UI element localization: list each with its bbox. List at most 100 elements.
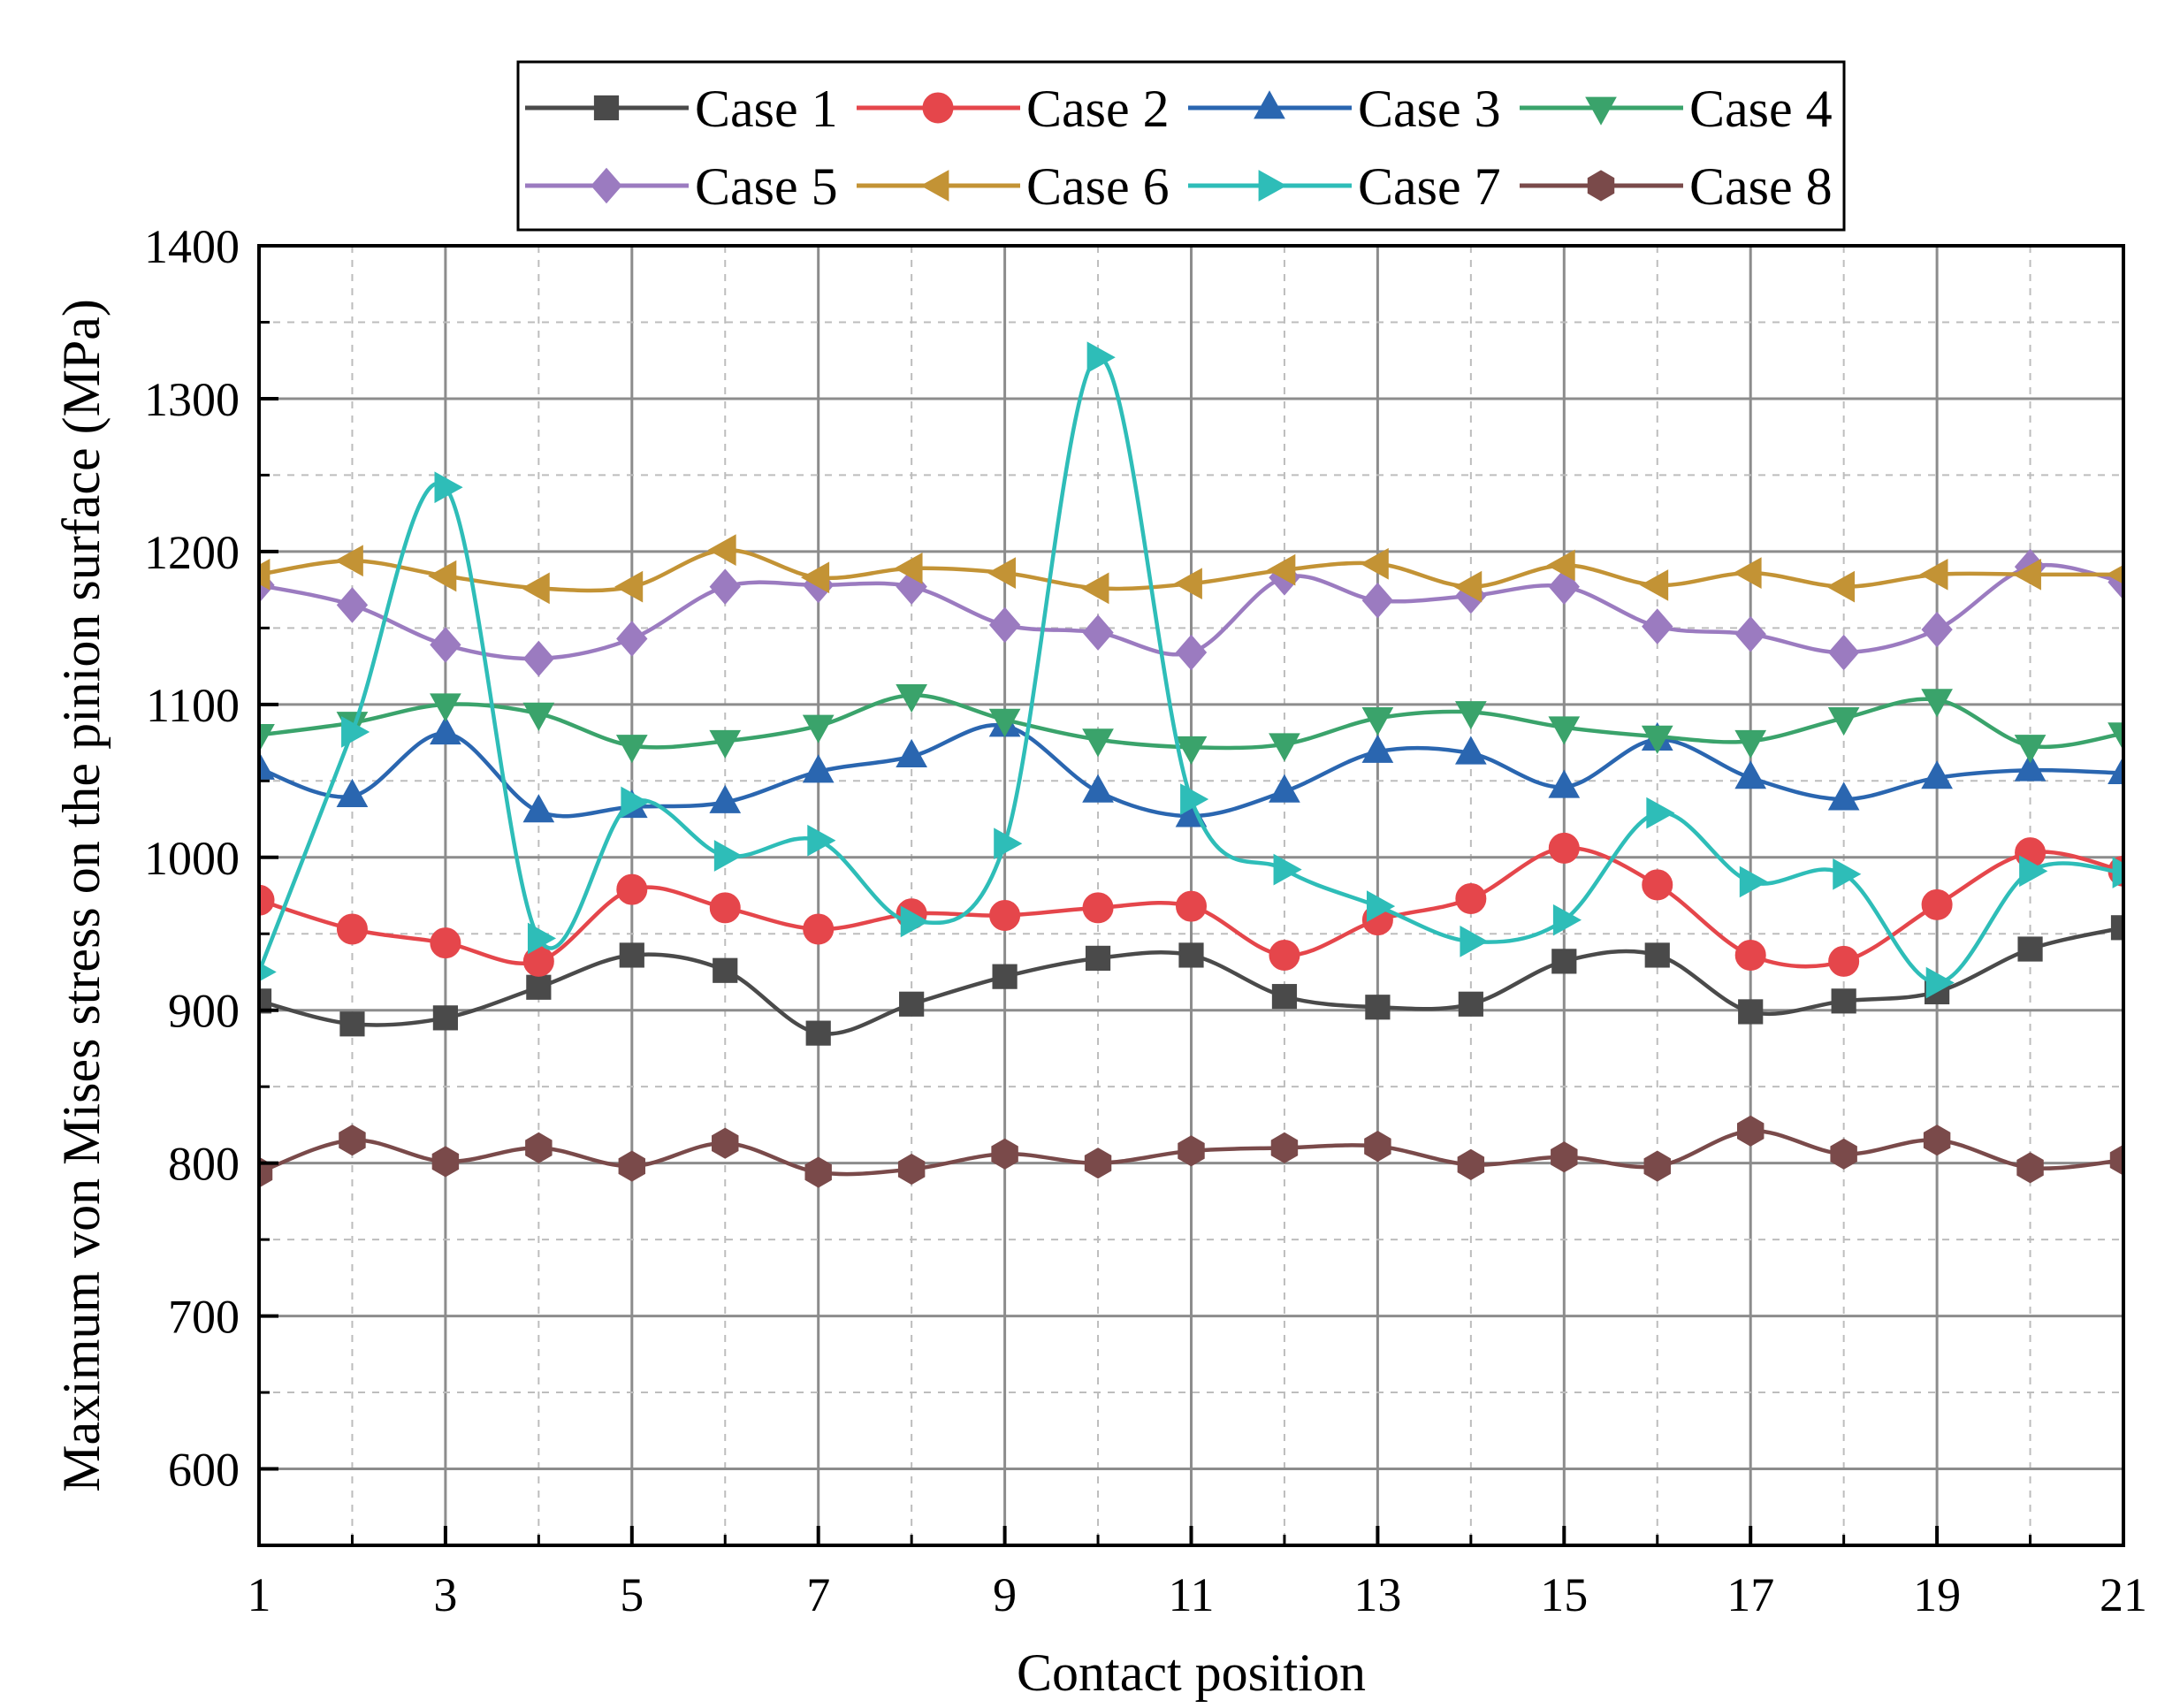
- data-point: [1831, 988, 1856, 1014]
- data-point: [713, 957, 738, 983]
- y-tick-label: 700: [168, 1291, 240, 1344]
- data-point: [259, 751, 275, 780]
- y-tick-label: 1400: [144, 220, 240, 273]
- y-tick-label: 1300: [144, 373, 240, 426]
- data-point: [988, 708, 1021, 737]
- data-point: [1455, 736, 1487, 765]
- data-point: [1736, 1115, 1765, 1147]
- data-point: [1640, 569, 1669, 601]
- data-point: [1925, 966, 1955, 999]
- x-axis-title: Contact position: [1017, 1643, 1366, 1702]
- data-point: [259, 884, 275, 916]
- data-point: [1552, 904, 1582, 936]
- legend-item: Case 5: [525, 157, 838, 216]
- data-point: [430, 715, 461, 745]
- data-point: [1453, 570, 1483, 603]
- data-point: [1269, 774, 1300, 803]
- data-point: [707, 534, 736, 567]
- data-point: [1178, 942, 1204, 968]
- data-point: [1827, 634, 1860, 671]
- data-point: [1082, 728, 1114, 758]
- data-point: [1548, 716, 1581, 745]
- data-point: [1082, 892, 1114, 924]
- legend-label: Case 4: [1689, 80, 1833, 138]
- legend-label: Case 8: [1689, 157, 1833, 216]
- data-point: [805, 1020, 831, 1046]
- data-point: [430, 627, 461, 663]
- data-point: [522, 702, 555, 731]
- data-point: [1734, 939, 1766, 971]
- y-tick-label: 900: [168, 985, 240, 1038]
- data-point: [1176, 890, 1207, 922]
- data-point: [1360, 547, 1389, 580]
- data-point: [894, 553, 923, 584]
- data-point: [1084, 1148, 1112, 1179]
- legend-marker: [922, 92, 954, 124]
- data-point: [615, 735, 648, 764]
- x-tick-label: 7: [806, 1568, 830, 1621]
- data-point: [2014, 752, 2047, 782]
- legend-item: Case 8: [1520, 157, 1833, 216]
- data-point: [1173, 568, 1202, 600]
- data-point: [1180, 783, 1209, 815]
- data-point: [526, 974, 552, 1000]
- data-point: [1548, 568, 1580, 605]
- data-point: [991, 1138, 1018, 1170]
- data-point: [618, 1150, 646, 1182]
- data-point: [2016, 1152, 2044, 1184]
- data-point: [1830, 1138, 1857, 1170]
- x-tick-label: 21: [2100, 1568, 2147, 1621]
- data-point: [1365, 995, 1391, 1020]
- data-point: [1919, 558, 1948, 591]
- data-point: [336, 587, 369, 623]
- data-point: [1455, 882, 1487, 914]
- series-group: [259, 341, 2123, 1188]
- data-point: [802, 714, 835, 743]
- data-point: [709, 568, 741, 605]
- data-point: [1455, 701, 1487, 730]
- data-point: [431, 1146, 460, 1178]
- data-point: [896, 684, 927, 713]
- data-point: [709, 729, 742, 759]
- x-tick-label: 1: [248, 1568, 271, 1621]
- data-point: [432, 1005, 458, 1031]
- data-point: [614, 570, 644, 603]
- data-point: [1921, 689, 1953, 718]
- data-point: [1273, 853, 1302, 886]
- legend-marker: [1258, 170, 1287, 202]
- series-5: [259, 548, 2123, 677]
- data-point: [339, 1011, 365, 1037]
- data-point: [616, 621, 648, 657]
- data-point: [1364, 1131, 1391, 1163]
- data-point: [1175, 736, 1208, 765]
- legend-label: Case 6: [1026, 157, 1170, 216]
- data-point: [1458, 991, 1483, 1017]
- x-tick-label: 13: [1353, 1568, 1401, 1621]
- y-axis-title: Maximum von Mises stress on the pinion s…: [52, 299, 111, 1492]
- data-point: [900, 905, 929, 938]
- data-point: [341, 716, 370, 748]
- legend-label: Case 5: [695, 157, 838, 216]
- legend-marker: [593, 95, 620, 121]
- data-point: [259, 558, 271, 591]
- data-point: [2109, 1144, 2123, 1176]
- data-point: [807, 824, 836, 857]
- legend: Case 1 Case 2 Case 3 Case 4 Case 5 Case 6 Case…: [516, 60, 1846, 232]
- data-point: [1178, 1135, 1205, 1167]
- data-point: [2017, 936, 2043, 962]
- data-point: [1642, 608, 1673, 644]
- data-point: [899, 991, 925, 1017]
- data-point: [2014, 735, 2047, 764]
- data-point: [1460, 926, 1489, 957]
- data-point: [2106, 564, 2123, 584]
- data-point: [1833, 858, 1862, 890]
- data-point: [1734, 615, 1766, 652]
- legend-label: Case 7: [1358, 157, 1501, 216]
- axis-ticks: 1 3 5 7 9 11 13 15 17 19 2160070080090010001100120…: [144, 220, 2147, 1621]
- data-point: [621, 786, 650, 819]
- data-point: [803, 913, 835, 945]
- data-point: [1548, 832, 1580, 864]
- data-point: [430, 693, 461, 722]
- data-point: [1734, 729, 1767, 759]
- legend-item: Case 6: [857, 157, 1170, 216]
